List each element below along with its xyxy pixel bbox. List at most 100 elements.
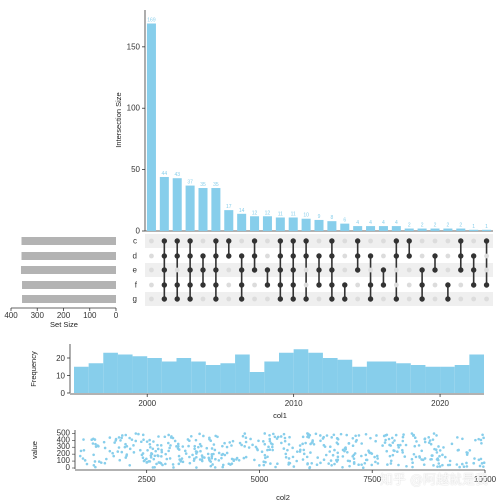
scatter-point (394, 433, 398, 437)
intersection-bar-label: 11 (291, 211, 296, 217)
scatter-point (268, 448, 272, 452)
scatter-point (152, 457, 156, 461)
scatter-point (124, 456, 128, 459)
intersection-bar (482, 229, 492, 231)
matrix-dot-on (290, 296, 296, 302)
matrix-dot-off (149, 253, 154, 259)
scatter-point (264, 456, 267, 460)
scatter-point (244, 455, 248, 459)
matrix-dot-off (149, 296, 154, 302)
intersection-bar (314, 219, 324, 231)
scatter-point (198, 432, 201, 436)
matrix-dot-on (277, 296, 284, 302)
intersection-bar-label: 2 (446, 223, 449, 229)
scatter-point (341, 448, 345, 452)
scatter-point (181, 445, 185, 448)
intersection-bar (172, 178, 182, 231)
scatter-point (240, 443, 243, 447)
scatter-point (213, 448, 217, 452)
scatter-point (472, 462, 476, 465)
scatter-point (404, 443, 408, 447)
matrix-dot-off (368, 238, 373, 244)
matrix-dot-on (277, 253, 284, 259)
scatter-point (422, 463, 426, 466)
matrix-dot-off (342, 267, 348, 273)
set-name-label: g (133, 295, 137, 304)
scatter-point (401, 448, 404, 452)
scatter-point (421, 458, 425, 462)
scatter-point (302, 452, 306, 456)
scatter-point (230, 462, 234, 465)
scatter-point (161, 463, 164, 467)
scatter-point (155, 462, 158, 466)
scatter-point (268, 437, 272, 441)
scatter-point (417, 444, 421, 447)
scatter-point (386, 463, 389, 466)
scatter-point (188, 461, 192, 465)
scatter-point (113, 441, 116, 444)
scatter-point (108, 436, 112, 439)
scatter-point (381, 444, 384, 447)
scatter-point (360, 454, 363, 458)
scatter-point (335, 437, 339, 440)
scatter-point (428, 439, 432, 442)
scatter-point (228, 441, 232, 444)
scatter-point (221, 463, 225, 467)
scatter-point (287, 443, 291, 446)
matrix-dot-on (200, 282, 206, 288)
scatter-point (125, 444, 129, 448)
scatter-point (200, 459, 204, 463)
histogram-bar (147, 358, 162, 393)
scatter-point (304, 441, 307, 445)
scatter-point (209, 464, 213, 468)
scatter-point (102, 440, 106, 444)
scatter-point (427, 436, 431, 439)
scatter-point (462, 465, 466, 469)
matrix-dot-off (419, 238, 425, 244)
scatter-point (375, 434, 378, 437)
scatter-point (351, 436, 355, 440)
x-axis-title: Set Size (50, 320, 78, 329)
scatter-point (178, 458, 181, 461)
set-size-bar (22, 295, 116, 303)
intersection-bar-label: 8 (330, 215, 333, 221)
scatter-point (262, 460, 266, 464)
scatter-point (165, 457, 169, 461)
matrix-dot-off (432, 296, 438, 302)
scatter-point (339, 432, 343, 436)
scatter-point (274, 465, 277, 469)
scatter-point (171, 463, 175, 466)
scatter-point (374, 460, 377, 464)
scatter-point (401, 435, 405, 439)
matrix-dot-on (367, 296, 374, 302)
matrix-dot-off (368, 267, 373, 273)
intersection-bar-label: 37 (187, 180, 193, 186)
scatter-point (305, 455, 309, 459)
matrix-dot-off (355, 282, 361, 288)
scatter-point (383, 441, 387, 444)
scatter-point (315, 463, 319, 467)
scatter-point (410, 432, 414, 435)
matrix-dot-on (354, 253, 361, 259)
scatter-point (369, 436, 372, 440)
intersection-bar-label: 2 (434, 223, 437, 229)
matrix-dot-on (367, 282, 374, 288)
set-size-bar (21, 252, 116, 260)
matrix-dot-on (290, 238, 296, 244)
set-size-bar (21, 237, 116, 245)
matrix-dot-on (174, 238, 180, 244)
scatter-point (429, 442, 433, 446)
scatter-point (412, 434, 415, 437)
scatter-point (85, 462, 89, 466)
matrix-dot-on (432, 267, 438, 273)
matrix-dot-off (342, 253, 348, 259)
matrix-dot-on (213, 253, 219, 259)
matrix-dot-off (252, 296, 257, 302)
scatter-point (482, 465, 485, 468)
y-axis-title: Intersection Size (114, 92, 123, 147)
histogram-bar (117, 354, 133, 393)
intersection-bar (275, 217, 285, 231)
intersection-bar (391, 226, 401, 231)
y-tick-label: 0 (61, 389, 66, 398)
scatter-point (273, 435, 277, 439)
